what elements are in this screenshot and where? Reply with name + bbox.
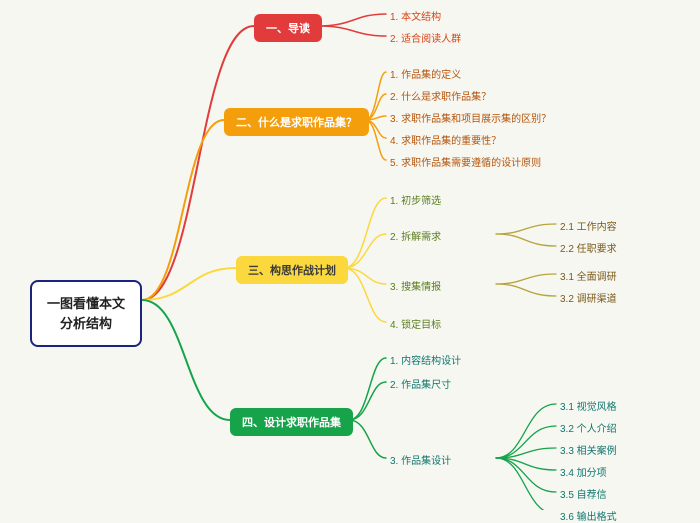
leaf: 1. 作品集的定义: [390, 66, 461, 81]
branch-b2: 二、什么是求职作品集？: [224, 108, 369, 136]
root-node: 一图看懂本文 分析结构: [30, 280, 142, 347]
branch-b4: 四、设计求职作品集: [230, 408, 353, 436]
leaf: 1. 本文结构: [390, 8, 441, 23]
leaf: 2. 什么是求职作品集？: [390, 88, 491, 103]
branch-b3: 三、构思作战计划: [236, 256, 348, 284]
leaf: 1. 内容结构设计: [390, 352, 461, 367]
leaf: 2. 作品集尺寸: [390, 376, 451, 391]
sub-leaf: 3.2 调研渠道: [560, 290, 617, 305]
sub-leaf: 3.1 全面调研: [560, 268, 617, 283]
root-line1: 一图看懂本文: [40, 294, 132, 314]
leaf: 4. 求职作品集的重要性？: [390, 132, 501, 147]
leaf: 2. 适合阅读人群: [390, 30, 461, 45]
leaf: 1. 初步筛选: [390, 192, 441, 207]
leaf: 3. 搜集情报: [390, 278, 441, 293]
leaf: 3. 作品集设计: [390, 452, 451, 467]
sub-leaf: 3.1 视觉风格: [560, 398, 617, 413]
sub-leaf: 2.2 任职要求: [560, 240, 617, 255]
leaf: 5. 求职作品集需要遵循的设计原则: [390, 154, 541, 169]
sub-leaf: 3.4 加分项: [560, 464, 607, 479]
leaf: 4. 锁定目标: [390, 316, 441, 331]
sub-leaf: 3.2 个人介绍: [560, 420, 617, 435]
sub-leaf: 3.6 输出格式: [560, 508, 617, 523]
branch-b1: 一、导读: [254, 14, 322, 42]
leaf: 3. 求职作品集和项目展示集的区别？: [390, 110, 551, 125]
leaf: 2. 拆解需求: [390, 228, 441, 243]
sub-leaf: 2.1 工作内容: [560, 218, 617, 233]
sub-leaf: 3.3 相关案例: [560, 442, 617, 457]
root-line2: 分析结构: [40, 314, 132, 334]
sub-leaf: 3.5 自荐信: [560, 486, 607, 501]
